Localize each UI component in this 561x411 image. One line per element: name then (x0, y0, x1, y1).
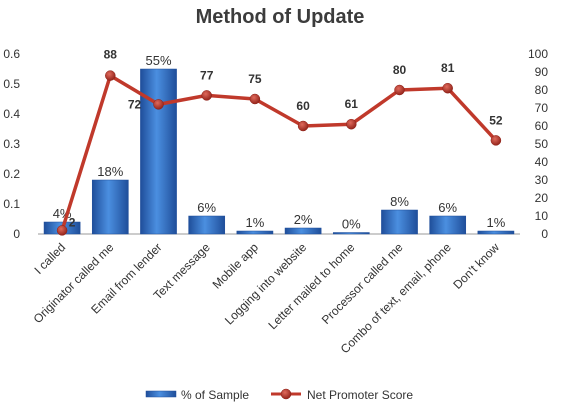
line-value-label: 60 (296, 99, 310, 113)
line-point (442, 82, 453, 94)
line-point (490, 135, 502, 146)
bar-value-label: 8% (390, 194, 409, 209)
line-value-label: 61 (345, 97, 359, 111)
line-point (346, 118, 357, 130)
line-point (105, 70, 116, 81)
legend: % of Sample Net Promoter Score (145, 388, 413, 402)
bar (140, 68, 177, 235)
left-tick-label: 0.2 (3, 167, 20, 181)
left-y-axis: 0 0.1 0.2 0.3 0.4 0.5 0.6 (3, 47, 20, 241)
x-category-label: Originator called me (31, 240, 117, 326)
line-value-label: 81 (441, 61, 455, 75)
line-value-label: 72 (128, 97, 142, 111)
x-category-label: Letter mailed to home (265, 240, 357, 332)
right-tick-label: 40 (535, 155, 549, 169)
line-point (201, 90, 212, 101)
bar-value-label: 55% (145, 53, 171, 68)
bar-value-label: 1% (487, 215, 506, 230)
bar (381, 209, 418, 235)
bar-value-label: 1% (246, 215, 265, 230)
right-y-axis: 0 10 20 30 40 50 60 70 80 90 100 (528, 47, 548, 241)
chart-title: Method of Update (196, 6, 365, 28)
line-point (249, 93, 261, 105)
line-point (297, 120, 309, 132)
left-tick-label: 0.5 (3, 77, 20, 91)
legend-bar-swatch (145, 390, 177, 398)
x-category-label: Mobile app (210, 240, 262, 292)
left-tick-label: 0.3 (3, 137, 20, 151)
bar-value-label: 6% (438, 200, 457, 215)
x-category-label: Logging into website (222, 240, 309, 327)
line-value-label: 2 (69, 215, 76, 229)
bar (236, 230, 274, 235)
legend-item-bar[interactable]: % of Sample (145, 388, 249, 402)
bar-value-label: 6% (197, 200, 216, 215)
bar (284, 227, 322, 235)
bar-series: 4%18%55%6%1% 2% 0%8% 6%1% (43, 53, 515, 235)
bar (91, 179, 129, 235)
right-tick-label: 50 (535, 137, 549, 151)
line-value-label: 52 (489, 113, 503, 127)
line-value-label: 75 (248, 72, 262, 86)
right-tick-label: 60 (535, 119, 549, 133)
legend-item-line[interactable]: Net Promoter Score (271, 388, 413, 402)
x-category-label: Don't know (450, 240, 502, 292)
bar (429, 215, 467, 235)
right-tick-label: 0 (541, 227, 548, 241)
left-tick-label: 0.6 (3, 47, 20, 61)
right-tick-label: 70 (535, 101, 549, 115)
bar (188, 215, 226, 235)
bar (477, 230, 515, 235)
x-category-label: Processor called me (319, 240, 406, 327)
bar-value-label: 18% (97, 164, 123, 179)
right-tick-label: 20 (535, 191, 549, 205)
right-tick-label: 100 (528, 47, 548, 61)
right-tick-label: 80 (535, 83, 549, 97)
x-category-label: I called (31, 240, 68, 277)
bar (332, 232, 370, 235)
right-tick-label: 10 (535, 209, 549, 223)
legend-line-label: Net Promoter Score (307, 388, 413, 402)
line-point (394, 84, 405, 96)
left-tick-label: 0 (13, 227, 20, 241)
bar-value-label: 0% (342, 217, 361, 232)
legend-bar-label: % of Sample (181, 388, 249, 402)
line-point (56, 225, 68, 236)
line-point (153, 99, 164, 110)
bar-value-label: 2% (294, 212, 313, 227)
left-tick-label: 0.1 (3, 197, 20, 211)
line-value-label: 88 (104, 48, 118, 62)
line-value-label: 80 (393, 63, 407, 77)
right-tick-label: 90 (535, 65, 549, 79)
left-tick-label: 0.4 (3, 107, 20, 121)
line-value-label: 77 (200, 68, 214, 82)
legend-line-marker (280, 388, 292, 400)
net-promoter-line (60, 73, 498, 231)
right-tick-label: 30 (535, 173, 549, 187)
line-series: 2 88 72 77 75 60 61 80 81 52 (56, 48, 503, 236)
